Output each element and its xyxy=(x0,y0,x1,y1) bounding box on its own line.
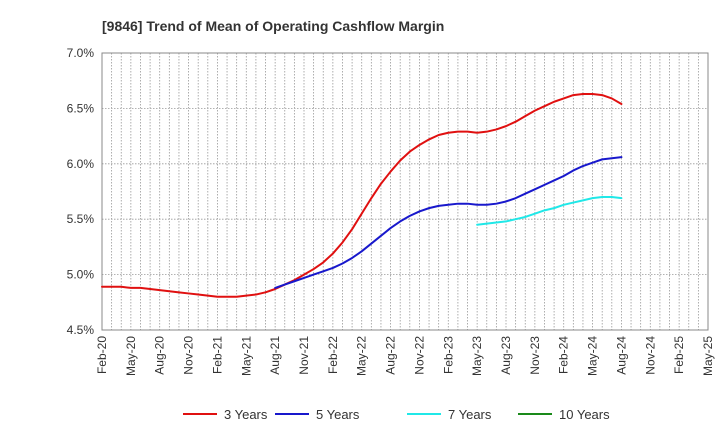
x-tick-label: Nov-23 xyxy=(528,336,542,375)
x-axis: Feb-20 May-20 Aug-20 Nov-20 Feb-21 May-21 Aug-… xyxy=(95,336,715,376)
x-tick-label: Nov-21 xyxy=(297,336,311,375)
series-layer xyxy=(101,93,623,298)
x-tick-label: May-25 xyxy=(701,336,715,376)
series-line-7-years xyxy=(476,196,623,226)
x-tick-label: Nov-22 xyxy=(412,336,426,375)
x-tick-label: Feb-25 xyxy=(672,336,686,374)
x-tick-label: Feb-21 xyxy=(210,336,224,374)
plot-frame xyxy=(101,52,709,331)
x-tick-label: Aug-23 xyxy=(499,336,513,375)
x-tick-label: Nov-20 xyxy=(182,336,196,375)
chart-title: [9846] Trend of Mean of Operating Cashfl… xyxy=(102,18,444,34)
series-line-3-years xyxy=(101,93,623,298)
legend-label: 3 Years xyxy=(224,407,268,422)
y-tick-label: 7.0% xyxy=(67,46,95,60)
y-tick-label: 6.5% xyxy=(67,101,95,115)
x-tick-label: Aug-20 xyxy=(153,336,167,375)
x-tick-label: May-20 xyxy=(124,336,138,376)
legend-label: 5 Years xyxy=(316,407,360,422)
x-tick-label: May-22 xyxy=(355,336,369,376)
x-tick-label: Feb-20 xyxy=(95,336,109,374)
grid xyxy=(102,52,708,331)
legend-label: 10 Years xyxy=(559,407,610,422)
legend-label: 7 Years xyxy=(448,407,492,422)
x-tick-label: Aug-24 xyxy=(614,336,628,375)
x-tick-label: May-21 xyxy=(239,336,253,376)
legend-item: 5 Years xyxy=(275,407,360,422)
y-tick-label: 4.5% xyxy=(67,323,95,337)
y-tick-label: 5.5% xyxy=(67,212,95,226)
legend-item: 3 Years xyxy=(183,407,268,422)
x-tick-label: Nov-24 xyxy=(643,336,657,375)
y-tick-label: 5.0% xyxy=(67,268,95,282)
x-tick-label: May-24 xyxy=(586,336,600,376)
x-tick-label: Aug-22 xyxy=(384,336,398,375)
x-tick-label: Feb-23 xyxy=(441,336,455,374)
legend: 3 Years 5 Years 7 Years 10 Years xyxy=(183,407,610,422)
legend-item: 7 Years xyxy=(407,407,492,422)
series-line-5-years xyxy=(274,156,623,289)
plot-border xyxy=(101,52,709,331)
y-axis: 4.5% 5.0% 5.5% 6.0% 6.5% 7.0% xyxy=(67,46,95,337)
x-tick-label: Feb-22 xyxy=(326,336,340,374)
legend-item: 10 Years xyxy=(518,407,610,422)
y-tick-label: 6.0% xyxy=(67,157,95,171)
x-tick-label: Feb-24 xyxy=(557,336,571,374)
x-tick-label: Aug-21 xyxy=(268,336,282,375)
x-tick-label: May-23 xyxy=(470,336,484,376)
